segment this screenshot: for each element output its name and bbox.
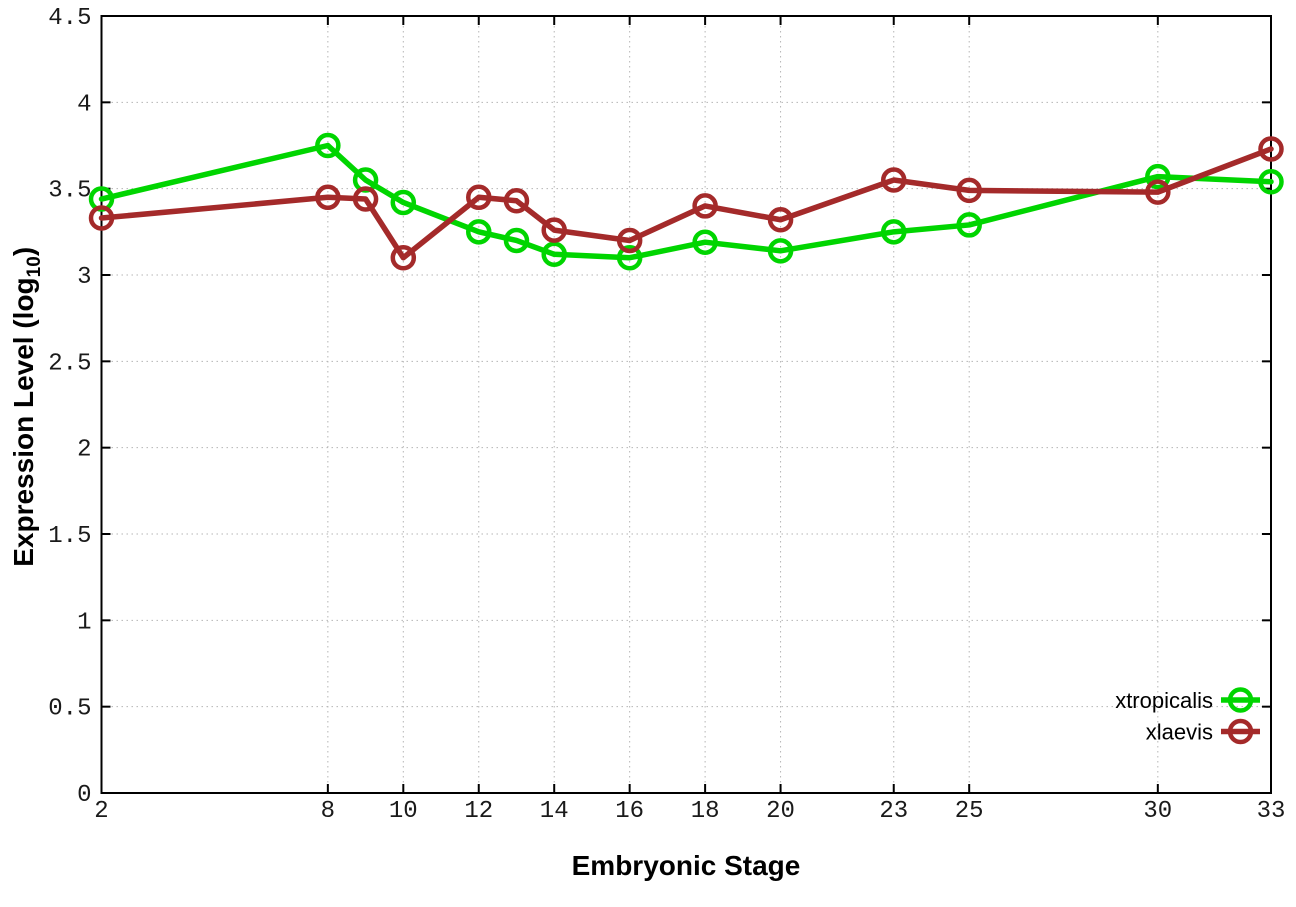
- legend-label-xlaevis: xlaevis: [1146, 720, 1213, 745]
- x-tick-label: 33: [1257, 798, 1286, 825]
- y-axis-title-close: ): [8, 246, 40, 257]
- y-tick-label: 2: [77, 437, 91, 464]
- legend-sample-point-xtropicalis: [1227, 687, 1254, 713]
- data-point-xlaevis: [1145, 179, 1171, 205]
- x-tick-label: 8: [321, 798, 335, 825]
- y-axis-title-sub: 10: [23, 256, 45, 278]
- x-tick-label: 30: [1143, 798, 1172, 825]
- x-tick-label: 16: [615, 798, 644, 825]
- data-point-xlaevis: [1258, 136, 1284, 162]
- data-point-xlaevis: [466, 184, 492, 211]
- data-point-xlaevis: [315, 184, 341, 211]
- y-tick-label: 0: [77, 782, 91, 809]
- x-tick-label: 14: [540, 798, 569, 825]
- data-point-xtropicalis: [1258, 169, 1284, 195]
- data-point-xtropicalis: [616, 244, 643, 271]
- data-point-xtropicalis: [541, 241, 567, 268]
- y-tick-label: 1.5: [48, 523, 91, 550]
- data-point-xlaevis: [956, 177, 982, 204]
- x-tick-label: 25: [955, 798, 984, 825]
- y-tick-label: 0.5: [48, 696, 91, 723]
- data-point-xlaevis: [352, 186, 379, 212]
- data-point-xtropicalis: [956, 212, 982, 238]
- legend-label-xtropicalis: xtropicalis: [1115, 688, 1213, 713]
- y-tick-label: 3: [77, 264, 91, 291]
- data-point-xtropicalis: [315, 132, 341, 159]
- x-tick-label: 23: [879, 798, 908, 825]
- data-point-xlaevis: [767, 206, 794, 233]
- x-tick-label: 2: [94, 798, 108, 825]
- y-axis-title-main: Expression Level (log: [8, 277, 40, 567]
- x-axis-title: Embryonic Stage: [571, 850, 801, 881]
- y-axis-title: Expression Level (log10): [8, 157, 46, 657]
- y-tick-label: 4.5: [48, 5, 91, 32]
- data-point-xtropicalis: [466, 219, 492, 245]
- y-tick-label: 2.5: [48, 350, 91, 377]
- data-point-xtropicalis: [503, 227, 530, 254]
- x-tick-label: 10: [389, 798, 418, 825]
- data-point-xtropicalis: [390, 189, 417, 216]
- data-point-xtropicalis: [767, 238, 794, 264]
- data-point-xlaevis: [541, 217, 567, 243]
- data-point-xtropicalis: [1145, 163, 1171, 190]
- data-point-xlaevis: [692, 193, 718, 219]
- series-line-xlaevis: [98, 146, 1274, 261]
- data-point-xlaevis: [390, 244, 417, 271]
- plot-border: [100, 15, 1272, 794]
- data-point-xlaevis: [616, 227, 643, 254]
- data-point-xtropicalis: [880, 219, 907, 245]
- x-tick-label: 12: [464, 798, 493, 825]
- data-point-xtropicalis: [692, 229, 718, 255]
- y-tick-label: 1: [77, 609, 91, 636]
- x-tick-label: 20: [766, 798, 795, 825]
- data-point-xlaevis: [503, 188, 530, 214]
- legend-sample-point-xlaevis: [1227, 718, 1254, 745]
- data-point-xlaevis: [88, 205, 115, 231]
- data-point-xlaevis: [880, 167, 907, 193]
- x-tick-label: 18: [691, 798, 720, 825]
- y-tick-label: 4: [77, 91, 91, 118]
- y-tick-label: 3.5: [48, 178, 91, 205]
